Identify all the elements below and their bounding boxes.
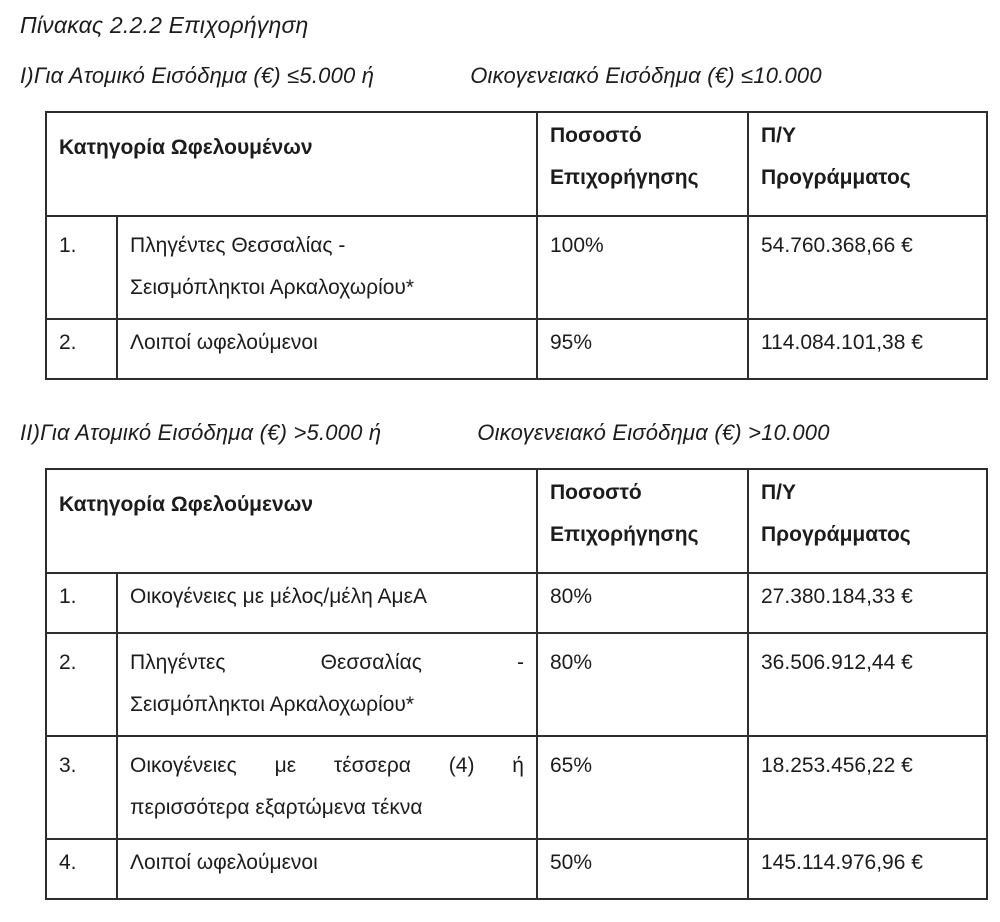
sections-container: I)Για Ατομικό Εισόδημα (€) ≤5.000 ή Οικογ… — [0, 63, 1000, 900]
category-line: Οικογένειες με τέσσερα (4) ή — [130, 745, 524, 787]
category-word: με — [274, 754, 297, 777]
budget-cell: 36.506.912,44 € — [747, 632, 988, 737]
section-heading: I)Για Ατομικό Εισόδημα (€) ≤5.000 ή Οικογ… — [20, 63, 1000, 89]
section-heading-right: Οικογενειακό Εισόδημα (€) ≤10.000 — [470, 63, 822, 88]
category-cell: Πληγέντες Θεσσαλίας - Σεισμόπληκτοι Αρκαλ… — [116, 215, 538, 320]
subsidy-table: Κατηγορία Ωφελούμενων Ποσοστό Επιχορήγησης… — [45, 468, 988, 900]
category-line: Λοιποί ωφελούμενοι — [130, 851, 318, 874]
category-cell: Λοιποί ωφελούμενοι — [116, 838, 538, 900]
budget-cell: 145.114.976,96 € — [747, 838, 988, 900]
table-row: 2. Πληγέντες Θεσσαλίας - Σεισμόπληκτοι Αρκαλ… — [45, 632, 988, 737]
section-heading: II)Για Ατομικό Εισόδημα (€) >5.000 ή Οικο… — [20, 420, 1000, 446]
row-number-cell: 1. — [45, 215, 118, 320]
percentage-cell: 100% — [536, 215, 749, 320]
category-word: Οικογένειες — [130, 754, 237, 777]
document-page: Πίνακας 2.2.2 Επιχορήγηση I)Για Ατομικό … — [0, 12, 1000, 922]
table-row: 4. Λοιποί ωφελούμενοι 50% 145.114.976,96 € — [45, 838, 988, 900]
category-cell: Οικογένειες με μέλος/μέλη ΑμεΑ — [116, 572, 538, 634]
category-word: Θεσσαλίας — [320, 651, 422, 674]
percentage-cell: 95% — [536, 318, 749, 380]
percentage-cell: 80% — [536, 572, 749, 634]
header-line: Ποσοστό — [550, 124, 642, 147]
section-heading-left: II)Για Ατομικό Εισόδημα (€) >5.000 ή — [20, 420, 382, 445]
section-income-high: II)Για Ατομικό Εισόδημα (€) >5.000 ή Οικο… — [0, 420, 1000, 900]
category-cell: Πληγέντες Θεσσαλίας - Σεισμόπληκτοι Αρκαλοχ… — [116, 632, 538, 737]
category-line: Πληγέντες Θεσσαλίας - — [130, 642, 524, 684]
table-row: 1. Πληγέντες Θεσσαλίας - Σεισμόπληκτοι Αρκ… — [45, 215, 988, 320]
row-number-cell: 1. — [45, 572, 118, 634]
budget-cell: 54.760.368,66 € — [747, 215, 988, 320]
header-line: Π/Υ — [761, 481, 797, 504]
category-cell: Οικογένειες με τέσσερα (4) ή περισσότερα εξαρ… — [116, 735, 538, 840]
percentage-cell: 50% — [536, 838, 749, 900]
page-title: Πίνακας 2.2.2 Επιχορήγηση — [20, 12, 309, 38]
category-word: τέσσερα — [333, 754, 411, 777]
category-cell: Λοιποί ωφελούμενοι — [116, 318, 538, 380]
table-row: 2. Λοιποί ωφελούμενοι 95% 114.084.101,38 € — [45, 318, 988, 380]
row-number-cell: 2. — [45, 318, 118, 380]
header-line: Προγράμματος — [761, 523, 911, 546]
header-line: Επιχορήγησης — [550, 166, 699, 189]
category-word: Πληγέντες — [130, 651, 226, 674]
category-line: περισσότερα εξαρτώμενα τέκνα — [130, 796, 423, 819]
budget-cell: 114.084.101,38 € — [747, 318, 988, 380]
budget-cell: 27.380.184,33 € — [747, 572, 988, 634]
row-number-cell: 4. — [45, 838, 118, 900]
row-number-cell: 2. — [45, 632, 118, 737]
header-line: Προγράμματος — [761, 166, 911, 189]
row-number-cell: 3. — [45, 735, 118, 840]
section-heading-right: Οικογενειακό Εισόδημα (€) >10.000 — [477, 420, 830, 445]
budget-cell: 18.253.456,22 € — [747, 735, 988, 840]
header-line: Ποσοστό — [550, 481, 642, 504]
category-word: ή — [512, 754, 524, 777]
column-header-budget: Π/Υ Προγράμματος — [747, 111, 988, 217]
header-line: Επιχορήγησης — [550, 523, 699, 546]
section-income-low: I)Για Ατομικό Εισόδημα (€) ≤5.000 ή Οικογ… — [0, 63, 1000, 380]
category-word: - — [516, 651, 524, 674]
percentage-cell: 80% — [536, 632, 749, 737]
category-line: Σεισμόπληκτοι Αρκαλοχωρίου* — [130, 693, 415, 716]
category-line: Σεισμόπληκτοι Αρκαλοχωρίου* — [130, 276, 415, 299]
category-line: Λοιποί ωφελούμενοι — [130, 331, 318, 354]
column-header-category: Κατηγορία Ωφελουμένων — [45, 111, 538, 217]
column-header-budget: Π/Υ Προγράμματος — [747, 468, 988, 574]
section-heading-left: I)Για Ατομικό Εισόδημα (€) ≤5.000 ή — [20, 63, 375, 88]
table-header-row: Κατηγορία Ωφελούμενων Ποσοστό Επιχορήγησης… — [45, 468, 988, 574]
category-word: (4) — [448, 754, 475, 777]
category-line: Οικογένειες με μέλος/μέλη ΑμεΑ — [130, 585, 427, 608]
table-header-row: Κατηγορία Ωφελουμένων Ποσοστό Επιχορήγησης… — [45, 111, 988, 217]
category-line: Πληγέντες Θεσσαλίας - — [130, 234, 346, 257]
column-header-percentage: Ποσοστό Επιχορήγησης — [536, 468, 749, 574]
subsidy-table: Κατηγορία Ωφελουμένων Ποσοστό Επιχορήγησης… — [45, 111, 988, 380]
header-line: Π/Υ — [761, 124, 797, 147]
table-row: 3. Οικογένειες με τέσσερα (4) ή περισσότερα εξ… — [45, 735, 988, 840]
percentage-cell: 65% — [536, 735, 749, 840]
table-row: 1. Οικογένειες με μέλος/μέλη ΑμεΑ 80% 27.38… — [45, 572, 988, 634]
column-header-percentage: Ποσοστό Επιχορήγησης — [536, 111, 749, 217]
column-header-category: Κατηγορία Ωφελούμενων — [45, 468, 538, 574]
